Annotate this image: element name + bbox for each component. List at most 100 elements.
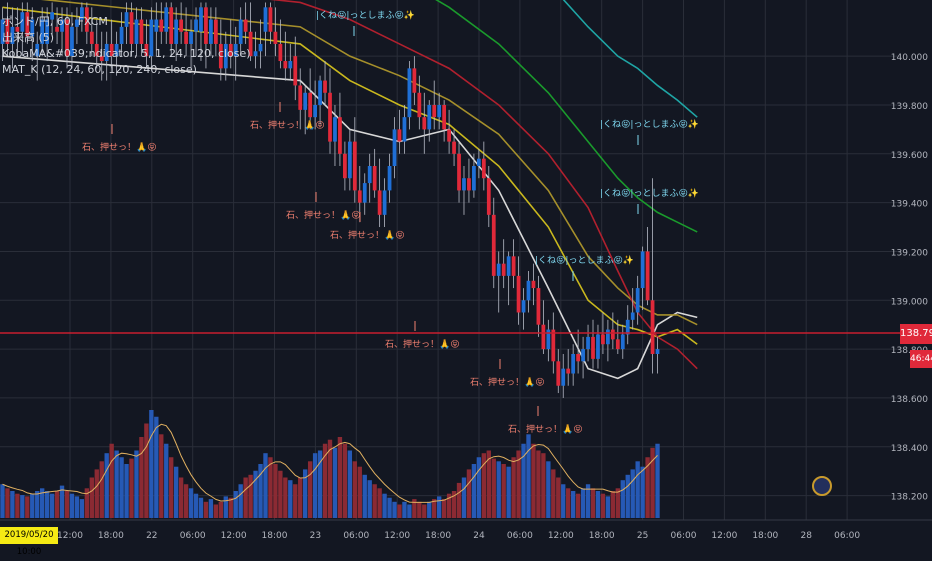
time-tick-label: 06:00 (507, 531, 533, 541)
candle-body (303, 92, 308, 110)
volume-bar (79, 499, 85, 518)
volume-bar (25, 496, 30, 518)
time-tick-label: 18:00 (752, 531, 778, 541)
price-tick-label: 139.400 (891, 200, 928, 210)
volume-bar (556, 477, 561, 518)
volume-bar (134, 450, 139, 518)
candle-body (233, 43, 238, 57)
candle-body (338, 117, 342, 154)
volume-bar (303, 469, 308, 518)
candle-body (427, 104, 432, 130)
volume-bar (5, 488, 10, 518)
bar-countdown-tag: 46:44 (910, 350, 932, 368)
legend-volume[interactable]: 出来高 (5) (2, 31, 55, 44)
volume-bar (188, 488, 194, 518)
candle-body (189, 31, 193, 44)
volume-bar (129, 458, 134, 518)
price-tick-label: 139.000 (891, 297, 928, 307)
candle-body (223, 43, 228, 69)
volume-bar (99, 461, 104, 518)
candle-body (248, 31, 253, 57)
volume-bar (397, 504, 402, 518)
volume-bar (536, 450, 541, 518)
candle-body (20, 12, 25, 32)
candle-body (457, 153, 461, 191)
volume-bar (580, 488, 586, 518)
price-tick-label: 139.800 (891, 102, 928, 112)
volume-bar (223, 496, 228, 518)
volume-bar (0, 484, 5, 518)
volume-bar (278, 470, 283, 518)
candle-body (253, 51, 258, 57)
candle-body (615, 339, 620, 350)
candle-body (566, 368, 571, 374)
volume-bar (337, 437, 343, 518)
volume-bar (357, 466, 362, 518)
candle-body (238, 19, 243, 44)
candle-body (347, 141, 352, 179)
volume-bar (49, 493, 55, 518)
candle-body (362, 183, 367, 203)
time-axis[interactable]: 12:00 18:00 22 06:00 12:00 18:00 23 06:00 12:00 1… (0, 519, 932, 541)
buy-annotation-label: |くね😝|っとしまふ😝✨ (316, 10, 415, 21)
candle-body (328, 92, 332, 142)
candle-body (422, 117, 427, 130)
candle-body (367, 166, 372, 184)
candle-body (25, 12, 30, 37)
candle-body (472, 166, 476, 191)
price-tick-label: 138.800 (891, 346, 928, 356)
volume-bar (183, 484, 189, 518)
candle-body (382, 190, 387, 215)
volume-bar (164, 443, 169, 518)
time-tick-label: 22 (146, 531, 157, 541)
legend-koba-indicator[interactable]: KobaMA&#039;ndicator, 5, 1, 24, 120, clo… (2, 47, 251, 60)
volume-bar (10, 491, 15, 518)
volume-bar (139, 437, 144, 518)
volume-bar (387, 497, 392, 518)
candle-body (298, 85, 303, 110)
candle-body (213, 19, 218, 44)
candle-body (288, 61, 293, 69)
volume-bar (640, 466, 645, 518)
volume-bar (342, 443, 348, 518)
volume-bar (650, 447, 655, 518)
uk-flag-icon[interactable] (812, 476, 832, 496)
candle-body (323, 80, 327, 93)
buy-annotation-label: |くね😝|っとしまふ😝✨ (600, 188, 699, 199)
candle-body (526, 280, 531, 301)
volume-bar (551, 469, 556, 518)
candle-body (432, 104, 437, 118)
volume-bar (506, 466, 511, 518)
volume-bar (566, 488, 571, 518)
volume-bar (124, 464, 129, 518)
candle-body (606, 329, 610, 345)
volume-bar (362, 474, 367, 518)
time-tick-label: 12:00 (221, 531, 247, 541)
candle-body (491, 214, 496, 276)
candle-body (501, 263, 506, 276)
legend-mat-k[interactable]: MAT_K (12, 24, 60, 120, 240, close) (2, 63, 197, 76)
volume-bar (59, 485, 65, 518)
volume-bar (253, 470, 258, 518)
volume-bar (436, 496, 442, 518)
volume-bar (298, 477, 303, 518)
candle-body (10, 26, 15, 44)
volume-bar (352, 461, 357, 518)
volume-bar (456, 482, 462, 518)
candle-body (154, 19, 159, 32)
volume-bar (521, 443, 526, 518)
price-axis[interactable]: 140.000 139.800 139.600 139.400 139.200 139.0… (891, 53, 928, 502)
volume-bar (263, 453, 268, 518)
volume-bar (268, 457, 273, 518)
time-tick-label: 12:00 (57, 531, 83, 541)
price-tick-label: 138.200 (891, 493, 928, 503)
volume-bar (332, 447, 338, 518)
candle-body (625, 319, 630, 335)
volume-bar (491, 458, 496, 518)
candle-body (139, 19, 144, 44)
candle-body (149, 19, 154, 57)
legend-symbol[interactable]: ポンド/円, 60, FXCM (2, 15, 108, 28)
candle-body (313, 104, 317, 118)
volume-bar (486, 450, 491, 518)
